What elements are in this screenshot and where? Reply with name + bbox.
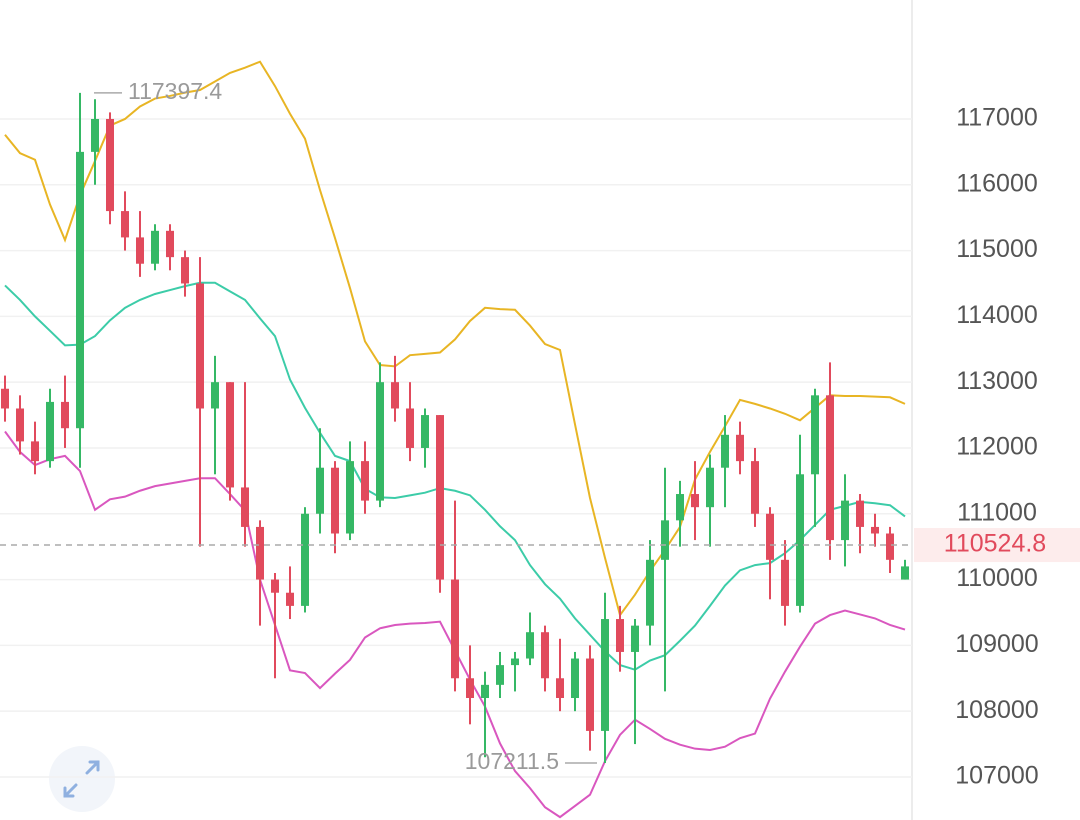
candle-body bbox=[271, 579, 279, 593]
candle-body bbox=[121, 211, 129, 238]
candle-body bbox=[376, 382, 384, 501]
candle-body bbox=[391, 382, 399, 409]
candle-body bbox=[286, 592, 294, 606]
candle-body bbox=[826, 395, 834, 541]
candle-body bbox=[856, 500, 864, 527]
candle-body bbox=[706, 467, 714, 508]
candle-body bbox=[721, 434, 729, 468]
candle-body bbox=[421, 415, 429, 448]
candle-body bbox=[796, 474, 804, 606]
candle-body bbox=[871, 526, 879, 534]
candle-body bbox=[256, 526, 264, 580]
candle-body bbox=[1, 388, 9, 409]
y-tick-label: 107000 bbox=[955, 762, 1038, 790]
candle-body bbox=[571, 658, 579, 699]
expand-button[interactable] bbox=[49, 746, 115, 812]
y-tick-label: 113000 bbox=[956, 367, 1038, 395]
candle-body bbox=[151, 230, 159, 264]
candle-body bbox=[451, 579, 459, 679]
candle-body bbox=[16, 408, 24, 442]
candle-body bbox=[766, 513, 774, 560]
y-tick-label: 114000 bbox=[956, 301, 1038, 329]
candle-body bbox=[166, 230, 174, 258]
candle-body bbox=[331, 467, 339, 534]
expand-circle[interactable] bbox=[49, 746, 115, 812]
expand-icon[interactable] bbox=[63, 760, 100, 798]
candle-body bbox=[841, 500, 849, 541]
last-price-label: 110524.8 bbox=[944, 530, 1046, 558]
high-label: 117397.4 bbox=[128, 78, 222, 104]
candle-body bbox=[61, 401, 69, 429]
candle-body bbox=[586, 658, 594, 731]
candle-body bbox=[436, 415, 444, 580]
y-tick-label: 116000 bbox=[956, 169, 1038, 197]
candle-body bbox=[226, 382, 234, 488]
band-line bbox=[4, 60, 906, 618]
candle-body bbox=[646, 559, 654, 626]
candle-body bbox=[316, 467, 324, 514]
band-line bbox=[4, 281, 906, 671]
y-tick-label: 108000 bbox=[955, 696, 1038, 724]
candle-body bbox=[886, 533, 894, 560]
candle-body bbox=[541, 632, 549, 679]
candle-body bbox=[811, 395, 819, 475]
candle-body bbox=[466, 678, 474, 699]
candle-body bbox=[511, 658, 519, 666]
candle-body bbox=[556, 678, 564, 699]
candle-body bbox=[196, 283, 204, 409]
candle-body bbox=[781, 559, 789, 606]
candle-body bbox=[496, 665, 504, 685]
candle-body bbox=[751, 461, 759, 514]
candle-body bbox=[901, 566, 909, 580]
candle-body bbox=[691, 494, 699, 508]
candle-body bbox=[406, 408, 414, 448]
candle-body bbox=[601, 619, 609, 731]
candle-body bbox=[301, 513, 309, 606]
candle-body bbox=[481, 684, 489, 699]
low-label: 107211.5 bbox=[465, 748, 559, 774]
y-tick-label: 109000 bbox=[955, 630, 1038, 658]
candle-body bbox=[661, 520, 669, 560]
candle-body bbox=[526, 632, 534, 659]
candle-body bbox=[361, 461, 369, 501]
candle-body bbox=[136, 237, 144, 264]
candle-body bbox=[46, 401, 54, 462]
candle-body bbox=[736, 434, 744, 462]
candle-body bbox=[346, 461, 354, 534]
candle-body bbox=[211, 382, 219, 409]
y-tick-label: 110000 bbox=[956, 564, 1038, 592]
candle-body bbox=[181, 257, 189, 284]
candle-body bbox=[676, 494, 684, 521]
candle-body bbox=[106, 118, 114, 212]
candle-body bbox=[91, 118, 99, 152]
y-tick-label: 115000 bbox=[956, 235, 1038, 263]
y-tick-label: 111000 bbox=[957, 498, 1037, 526]
candle-body bbox=[616, 619, 624, 652]
y-tick-label: 117000 bbox=[956, 104, 1038, 132]
candle-body bbox=[631, 625, 639, 652]
y-tick-label: 112000 bbox=[956, 433, 1038, 461]
candle-body bbox=[31, 441, 39, 462]
last-price-box bbox=[914, 528, 1080, 563]
candle-body bbox=[241, 487, 249, 527]
candle-body bbox=[76, 151, 84, 429]
